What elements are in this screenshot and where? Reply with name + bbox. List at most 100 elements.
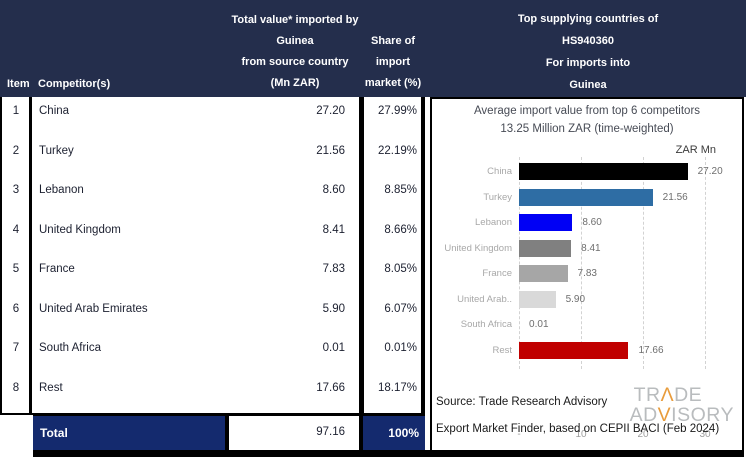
cell-value: 0.01 xyxy=(322,342,345,354)
bar-united-kingdom xyxy=(519,239,572,257)
value-label: 21.56 xyxy=(662,191,688,203)
value-label: 0.01 xyxy=(529,319,549,331)
cell-item: 1 xyxy=(12,105,20,117)
x-tick-label: 10 xyxy=(575,429,587,440)
cell-value: 7.83 xyxy=(322,263,345,275)
cell-value: 27.20 xyxy=(316,105,345,117)
trade-advisory-logo: TRΛDE ADVISORY xyxy=(630,385,734,425)
table-border-value xyxy=(359,97,364,415)
cell-share: 8.05% xyxy=(384,263,417,275)
table-border-left xyxy=(0,97,2,415)
chart-row: Turkey 21.56 xyxy=(432,185,742,211)
column-header-share: Share of import market (%) xyxy=(357,31,429,94)
chart-title: Average import value from top 6 competit… xyxy=(473,105,701,117)
logo-orange-v: V xyxy=(657,404,672,426)
right-header-line: HS940360 xyxy=(562,35,614,47)
cell-value: 21.56 xyxy=(316,144,345,157)
x-tick-label: 30 xyxy=(699,429,711,440)
cell-item: 3 xyxy=(12,184,20,196)
cell-item: 4 xyxy=(12,223,20,236)
bar-track: 8.41 xyxy=(519,236,601,262)
category-label: Lebanon xyxy=(475,217,512,229)
table-row: 3 Lebanon 8.60 8.85% xyxy=(0,176,425,216)
value-header-line: from source country xyxy=(241,56,349,68)
cell-share: 6.07% xyxy=(384,302,417,315)
x-tick-label: 20 xyxy=(637,429,649,440)
cell-competitor: United Kingdom xyxy=(39,223,121,236)
right-header-line: For imports into xyxy=(545,57,631,69)
value-label: 7.83 xyxy=(577,268,597,280)
cell-share: 18.17% xyxy=(377,381,417,394)
cell-competitor: China xyxy=(39,105,70,117)
chart-subtitle: 13.25 Million ZAR (time-weighted) xyxy=(500,123,674,135)
cell-share: 0.01% xyxy=(384,342,417,354)
share-header-line: import xyxy=(375,56,411,68)
category-label: South Africa xyxy=(460,319,512,331)
total-divider xyxy=(359,416,363,450)
table-body: 1 China 27.20 27.99% 2 Turkey 21.56 22.19% 3 Leba… xyxy=(0,97,425,415)
chart-row: China 27.20 xyxy=(432,159,742,185)
bar-chart-rows: China 27.20 Turkey 21.56 Lebanon 8.60 United K… xyxy=(432,159,742,363)
chart-row: Lebanon 8.60 xyxy=(432,210,742,236)
cell-competitor: South Africa xyxy=(39,342,102,354)
gridline xyxy=(519,157,520,369)
column-header-item: Item xyxy=(7,78,30,90)
category-label: United Kingdom xyxy=(444,242,512,254)
bar-track: 21.56 xyxy=(519,185,688,211)
cell-item: 5 xyxy=(12,263,20,275)
table-row: 6 United Arab Emirates 5.90 6.07% xyxy=(0,295,425,335)
cell-share: 8.85% xyxy=(384,184,417,196)
cell-share: 8.66% xyxy=(384,223,417,236)
table-row: 8 Rest 17.66 18.17% xyxy=(0,374,425,414)
cell-share: 27.99% xyxy=(377,105,417,117)
logo-line-1: TRΛDE xyxy=(633,384,703,406)
cell-competitor: France xyxy=(39,263,75,275)
share-header-line: market (%) xyxy=(364,77,422,89)
total-divider xyxy=(225,416,229,450)
cell-share: 22.19% xyxy=(377,144,417,157)
right-panel-header: Top supplying countries of HS940360 For … xyxy=(430,8,746,96)
bar-track: 0.01 xyxy=(519,312,549,338)
value-header-line: Guinea xyxy=(276,35,314,47)
value-label: 5.90 xyxy=(565,293,586,305)
cell-item: 7 xyxy=(12,342,20,354)
category-label: United Arab.. xyxy=(457,293,512,305)
chart-panel: Average import value from top 6 competit… xyxy=(430,97,744,450)
cell-competitor: Lebanon xyxy=(39,184,84,196)
bar-turkey xyxy=(519,188,653,206)
column-header-competitor: Competitor(s) xyxy=(38,78,111,90)
source-line-1: Source: Trade Research Advisory xyxy=(436,396,608,408)
table-row: 7 South Africa 0.01 0.01% xyxy=(0,334,425,374)
table-row: 5 France 7.83 8.05% xyxy=(0,255,425,295)
table-border-item xyxy=(29,97,32,415)
axis-unit-label: ZAR Mn xyxy=(675,144,716,156)
cell-value: 5.90 xyxy=(322,302,345,315)
table-row: 1 China 27.20 27.99% xyxy=(0,97,425,137)
bar-united-arab- xyxy=(519,290,556,308)
share-header-line: Share of xyxy=(370,35,415,47)
value-header-line: (Mn ZAR) xyxy=(270,77,320,89)
chart-row: South Africa 0.01 xyxy=(432,312,742,338)
table-header-band: Item Competitor(s) Total value* imported… xyxy=(0,0,746,97)
cell-value: 8.60 xyxy=(322,184,345,196)
value-label: 27.20 xyxy=(697,166,723,178)
logo-orange-a: Λ xyxy=(660,384,675,406)
value-label: 17.66 xyxy=(638,344,664,356)
value-label: 8.41 xyxy=(581,242,601,254)
bar-chart: China 27.20 Turkey 21.56 Lebanon 8.60 United K… xyxy=(432,157,742,440)
table-row: 2 Turkey 21.56 22.19% xyxy=(0,137,425,177)
gridline xyxy=(643,157,644,369)
cell-competitor: Rest xyxy=(39,381,63,394)
bar-track: 27.20 xyxy=(519,159,723,185)
bar-track: 5.90 xyxy=(519,287,585,313)
cell-item: 6 xyxy=(12,302,20,315)
source-line-2: Export Market Finder, based on CEPII BAC… xyxy=(436,423,720,435)
total-share: 100% xyxy=(363,416,425,450)
right-header-line: Top supplying countries of xyxy=(517,13,659,25)
cell-item: 2 xyxy=(12,144,20,157)
cell-value: 8.41 xyxy=(322,223,345,236)
bottom-border-bar xyxy=(33,450,744,457)
cell-value: 17.66 xyxy=(316,381,345,394)
total-label: Total xyxy=(33,416,225,450)
